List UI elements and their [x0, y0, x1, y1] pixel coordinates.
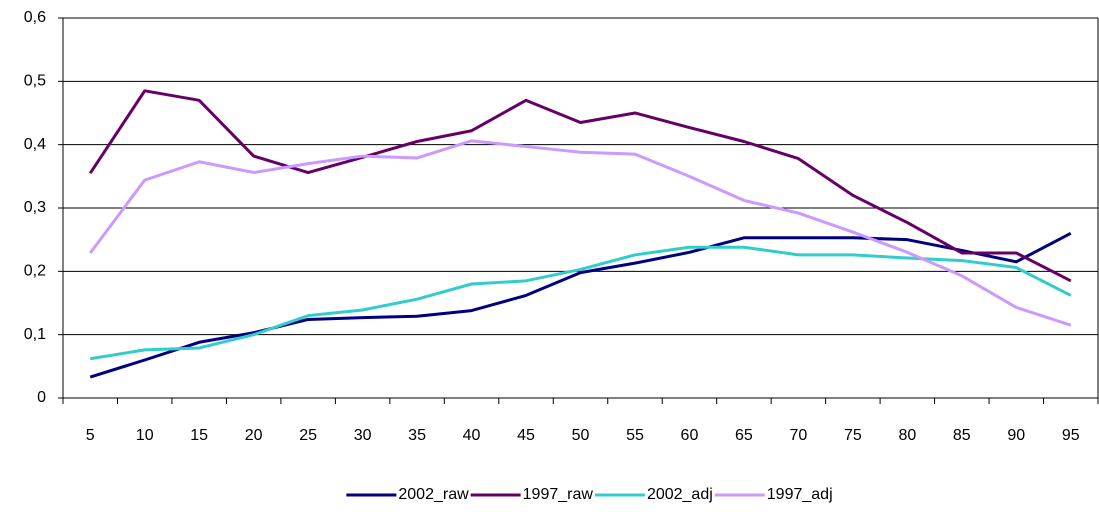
series-line	[89, 232, 1072, 379]
y-tick-label: 0,1	[24, 326, 46, 343]
legend-label: 1997_adj	[767, 486, 833, 503]
y-tick-label: 0,6	[24, 9, 46, 26]
x-tick-label: 45	[517, 427, 535, 444]
series-line	[89, 245, 1072, 361]
legend-label: 1997_raw	[523, 486, 594, 503]
legend-label: 2002_raw	[398, 486, 469, 503]
x-tick-label: 30	[354, 427, 372, 444]
y-tick-label: 0,4	[24, 136, 46, 153]
x-tick-label: 95	[1062, 427, 1080, 444]
x-tick-label: 70	[789, 427, 807, 444]
x-tick-label: 50	[572, 427, 590, 444]
legend-label: 2002_adj	[647, 486, 713, 503]
x-tick-label: 20	[245, 427, 263, 444]
x-tick-label: 10	[136, 427, 154, 444]
series-line	[88, 89, 1072, 283]
y-tick-label: 0	[37, 389, 46, 406]
y-tick-label: 0,5	[24, 73, 46, 90]
x-tick-label: 60	[681, 427, 699, 444]
x-tick-label: 25	[299, 427, 317, 444]
x-tick-label: 35	[408, 427, 426, 444]
x-tick-label: 80	[898, 427, 916, 444]
x-tick-label: 90	[1007, 427, 1025, 444]
x-tick-label: 40	[463, 427, 481, 444]
series-line	[89, 139, 1072, 327]
y-tick-label: 0,3	[24, 199, 46, 216]
x-tick-label: 15	[190, 427, 208, 444]
x-tick-label: 5	[86, 427, 95, 444]
x-tick-label: 55	[626, 427, 644, 444]
y-tick-label: 0,2	[24, 263, 46, 280]
x-tick-label: 75	[844, 427, 862, 444]
x-tick-label: 65	[735, 427, 753, 444]
x-tick-label: 85	[953, 427, 971, 444]
